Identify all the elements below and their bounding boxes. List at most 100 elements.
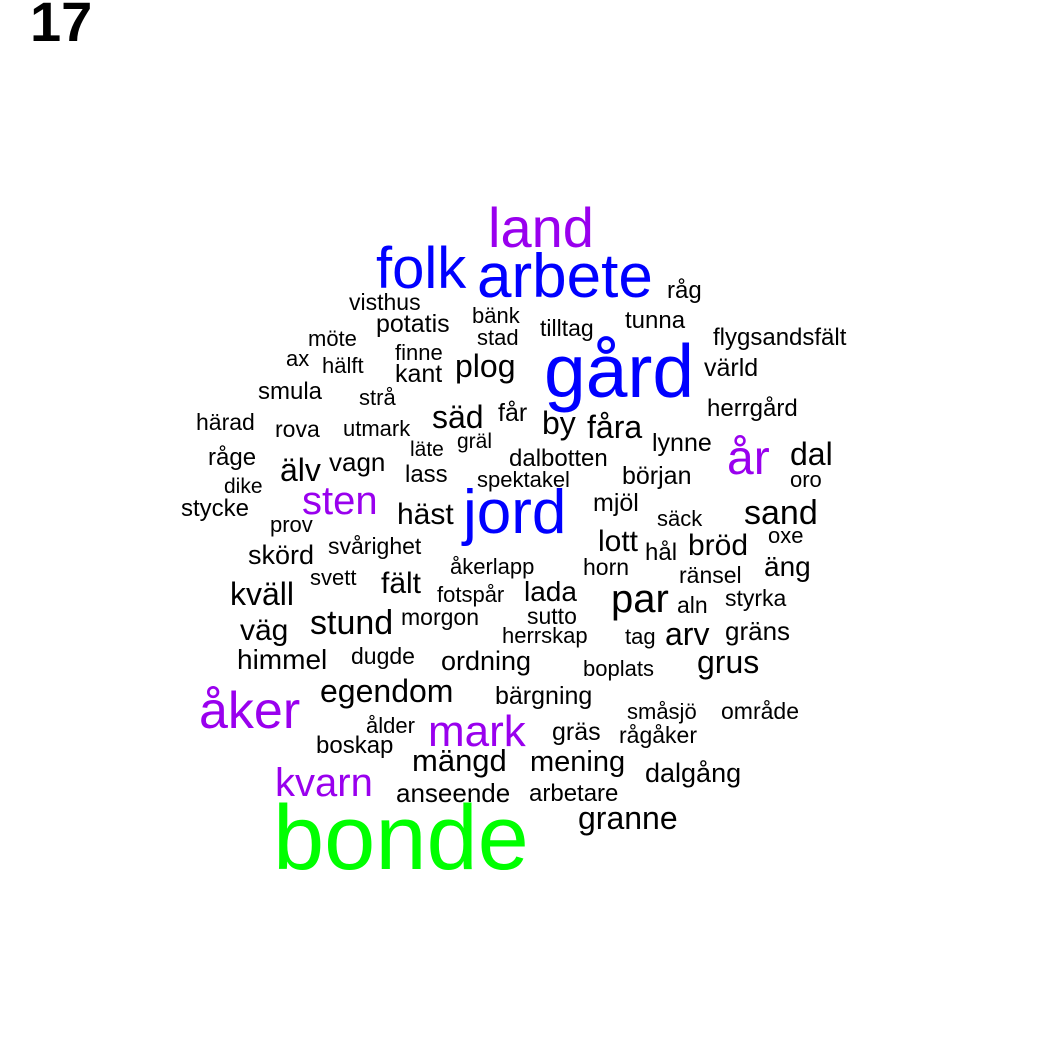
cloud-word: stad [477, 325, 519, 350]
cloud-word: visthus [349, 289, 421, 315]
cloud-word: värld [704, 354, 759, 382]
cloud-word: äng [764, 551, 811, 582]
cloud-word: dugde [351, 643, 415, 669]
cloud-word: kväll [230, 576, 295, 612]
cloud-word: tunna [625, 307, 686, 334]
cloud-word: arv [665, 616, 710, 652]
cloud-word: sutto [527, 603, 577, 629]
cloud-word: sten [302, 479, 378, 523]
cloud-word: par [611, 577, 669, 621]
cloud-word: finne [395, 340, 443, 365]
cloud-word: herrskap [502, 623, 588, 648]
cloud-word: år [727, 432, 770, 485]
cloud-word: bärgning [495, 682, 593, 710]
cloud-word: område [721, 698, 799, 724]
cloud-word: mängd [412, 743, 507, 778]
cloud-word: stycke [181, 495, 250, 522]
cloud-word: mark [428, 707, 526, 756]
cloud-word: by [542, 405, 576, 441]
cloud-word: horn [583, 554, 630, 580]
cloud-word: gård [544, 329, 695, 413]
cloud-word: fåra [587, 409, 643, 445]
cloud-word: anseende [396, 778, 511, 808]
cloud-word: prov [270, 512, 313, 537]
cloud-word: stund [310, 604, 394, 642]
cloud-word: mjöl [593, 489, 639, 517]
cloud-word: ax [286, 346, 310, 371]
cloud-word: kant [395, 360, 443, 388]
cloud-word: småsjö [627, 699, 697, 724]
cloud-word: hål [645, 539, 678, 566]
cloud-word: ålder [366, 713, 415, 738]
cloud-word: åker [199, 682, 301, 740]
cloud-word: tilltag [540, 315, 594, 341]
cloud-word: potatis [376, 310, 450, 338]
cloud-word: egendom [320, 673, 454, 709]
page-number: 17 [30, 0, 93, 53]
cloud-word: flygsandsfält [713, 324, 847, 351]
cloud-word: mening [530, 746, 626, 778]
cloud-word: grus [697, 644, 760, 680]
cloud-word: plog [455, 348, 516, 384]
cloud-word: oxe [768, 523, 804, 548]
cloud-word: ordning [441, 646, 532, 676]
cloud-word: fält [381, 567, 422, 600]
cloud-word: spektakel [477, 467, 570, 492]
cloud-word: säck [657, 506, 703, 531]
cloud-word: lott [598, 525, 639, 558]
cloud-word: bonde [273, 787, 529, 889]
cloud-word: dal [790, 436, 833, 472]
cloud-word: härad [196, 409, 255, 435]
cloud-word: bänk [472, 303, 520, 328]
cloud-word: oro [790, 467, 822, 492]
cloud-word: himmel [237, 644, 328, 675]
cloud-word: dalbotten [509, 445, 608, 472]
cloud-word: hälft [322, 353, 364, 378]
cloud-word: häst [397, 498, 454, 531]
cloud-word: rågåker [619, 722, 697, 748]
cloud-word: smula [258, 378, 323, 405]
cloud-word: början [622, 462, 692, 490]
cloud-word: land [488, 196, 594, 259]
cloud-word: lada [524, 576, 577, 607]
cloud-word: herrgård [707, 395, 798, 422]
cloud-word: vagn [329, 447, 386, 477]
cloud-word: granne [578, 800, 678, 836]
cloud-word: styrka [725, 585, 787, 611]
cloud-word: svårighet [328, 533, 422, 559]
cloud-word: dalgång [645, 758, 742, 788]
cloud-word: strå [359, 385, 396, 410]
cloud-word: säd [432, 399, 484, 435]
cloud-word: åkerlapp [450, 554, 535, 579]
cloud-word: lynne [652, 429, 712, 457]
cloud-word: boskap [316, 732, 394, 759]
cloud-word: läte [410, 438, 444, 461]
cloud-word: aln [677, 592, 708, 618]
cloud-word: sand [744, 494, 818, 532]
cloud-word: fotspår [437, 582, 505, 607]
cloud-word: utmark [343, 416, 411, 441]
cloud-word: lass [405, 461, 448, 488]
cloud-word: folk [376, 236, 467, 301]
cloud-word: morgon [401, 604, 479, 630]
cloud-word: väg [240, 614, 289, 647]
cloud-word: dike [224, 475, 263, 498]
cloud-word: rova [275, 416, 320, 442]
cloud-word: ränsel [679, 562, 742, 588]
cloud-word: gräs [552, 718, 601, 746]
cloud-word: älv [280, 452, 321, 488]
cloud-word: arbetare [529, 780, 619, 807]
cloud-word: kvarn [275, 761, 373, 805]
cloud-word: råg [667, 277, 702, 304]
cloud-word: skörd [248, 540, 315, 570]
cloud-word: gräl [457, 430, 493, 453]
cloud-word: möte [308, 326, 357, 351]
cloud-word: gräns [725, 616, 791, 646]
cloud-word: svett [310, 565, 357, 590]
cloud-word: boplats [583, 656, 654, 681]
cloud-word: arbete [477, 242, 653, 311]
cloud-word: bröd [688, 529, 749, 562]
cloud-word: jord [463, 478, 567, 547]
cloud-word: tag [625, 624, 656, 649]
